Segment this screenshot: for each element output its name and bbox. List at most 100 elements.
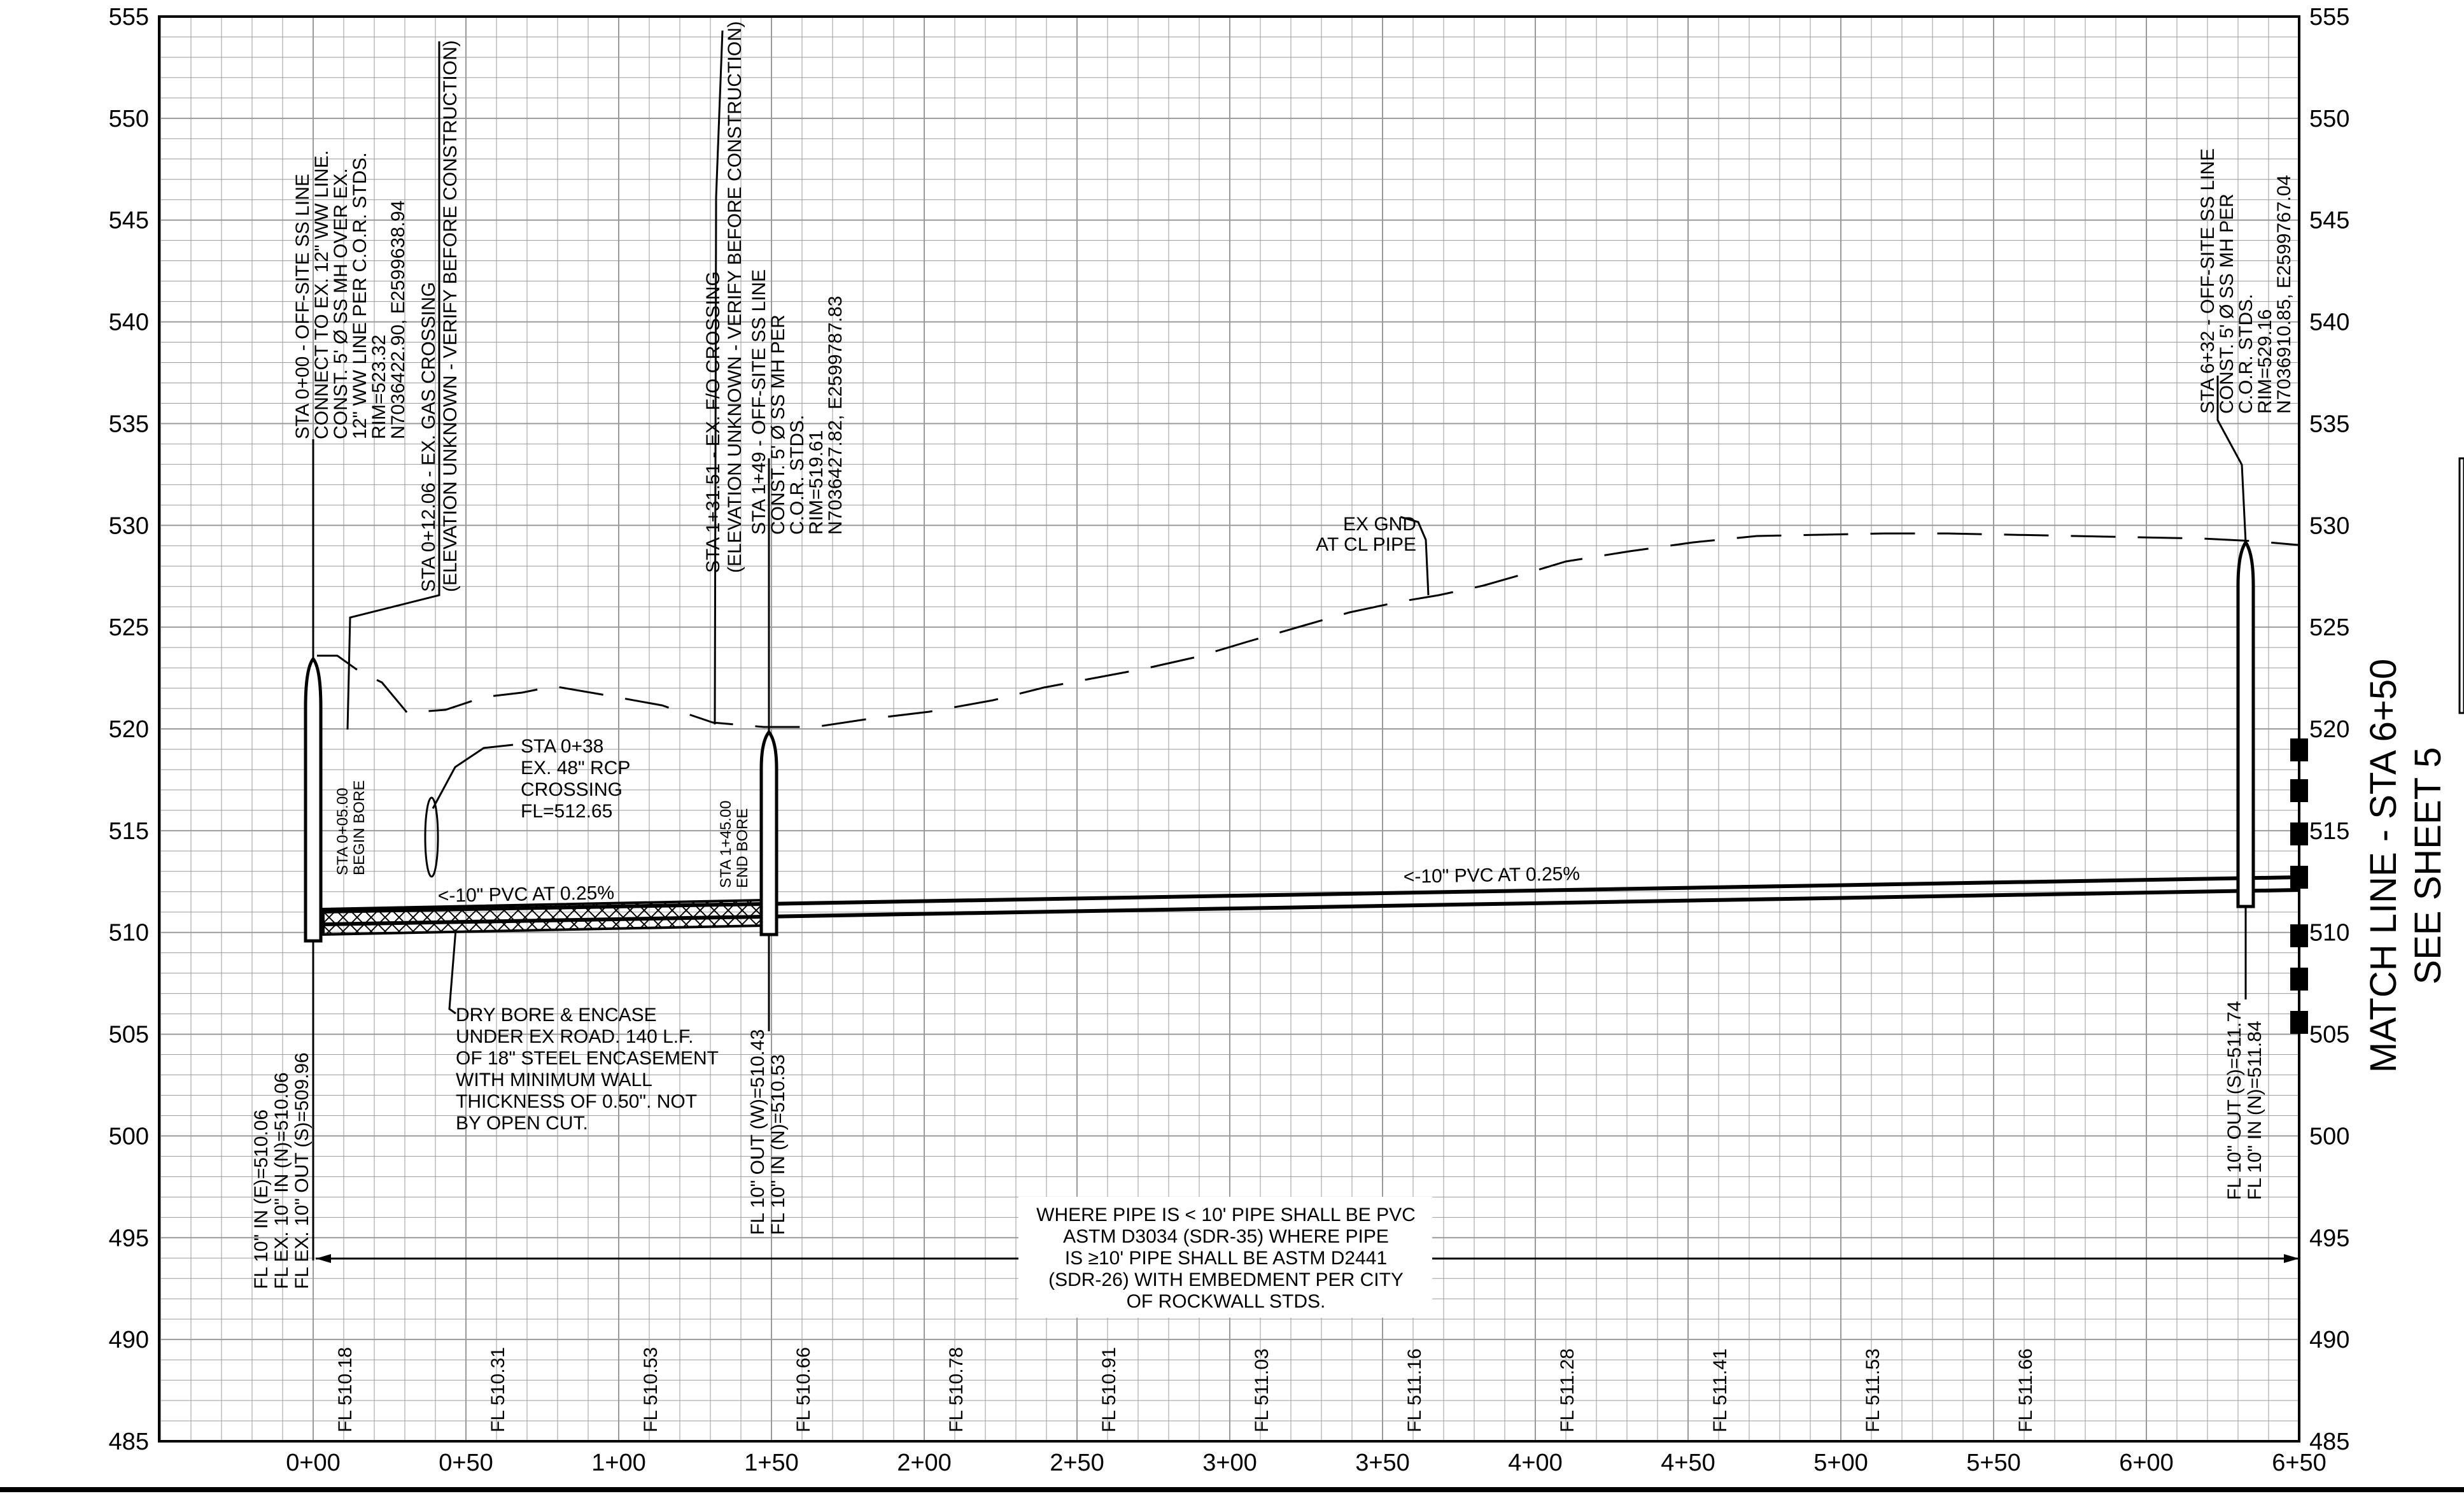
manhole-sta-1-49 <box>759 729 778 936</box>
flowline-label: FL 511.28 <box>1557 1348 1578 1432</box>
note-rcp-line4: FL=512.65 <box>521 801 612 822</box>
note-mh2-line1: STA 1+49 - OFF-SITE SS LINE <box>749 269 770 535</box>
station-label: 3+00 <box>1202 1450 1257 1476</box>
note-begin-bore-line2: BEGIN BORE <box>351 780 368 875</box>
station-label: 6+00 <box>2119 1450 2174 1476</box>
note-pipe-spec-line3: IS ≥10' PIPE SHALL BE ASTM D2441 <box>1065 1248 1387 1269</box>
elevation-label-left: 520 <box>109 716 149 743</box>
note-mh1-line5: RIM=523.32 <box>369 335 390 439</box>
elevation-label-right: 530 <box>2309 512 2349 539</box>
station-label: 5+00 <box>1813 1450 1868 1476</box>
station-label: 5+50 <box>1966 1450 2021 1476</box>
note-fo-line2: (ELEVATION UNKNOWN - VERIFY BEFORE CONST… <box>724 21 745 573</box>
sewer-pipe-top <box>323 875 2299 914</box>
note-mh1-line2: CONNECT TO EX. 12" WW LINE. <box>311 150 332 439</box>
elevation-label-right: 505 <box>2309 1022 2349 1048</box>
note-mh3-line5: N7036910.85, E2599767.04 <box>2274 175 2295 414</box>
elevation-label-right: 520 <box>2309 716 2349 743</box>
elevation-label-right: 495 <box>2309 1225 2349 1252</box>
elevation-label-left: 530 <box>109 512 149 539</box>
note-fl-mh2-line2: FL 10" IN (N)=510.53 <box>768 1054 789 1235</box>
note-ex-gnd-line1: EX GND <box>1343 514 1416 535</box>
station-label: 3+50 <box>1355 1450 1410 1476</box>
flowline-label: FL 510.78 <box>946 1347 967 1432</box>
elevation-label-right: 550 <box>2309 106 2349 132</box>
note-pipe-spec-line2: ASTM D3034 (SDR-35) WHERE PIPE <box>1063 1226 1389 1247</box>
elevation-label-left: 515 <box>109 818 149 845</box>
elevation-label-right: 490 <box>2309 1327 2349 1353</box>
elevation-label-right: 535 <box>2309 411 2349 437</box>
sewer-pipe-bottom <box>323 888 2299 926</box>
elevation-labels-left: 555 550 545 540 535 530 525 520 515 510 505 500 495 4… <box>109 4 149 1455</box>
note-rcp-line3: CROSSING <box>521 779 623 800</box>
flowline-label: FL 510.31 <box>488 1347 509 1432</box>
elevation-label-left: 540 <box>109 309 149 336</box>
note-mh1-line3: CONST. 5' Ø SS MH OVER EX. <box>330 168 351 439</box>
elevation-label-left: 505 <box>109 1022 149 1048</box>
flowline-label: FL 510.53 <box>640 1347 661 1432</box>
elevation-label-left: 510 <box>109 920 149 947</box>
manhole-sta-6-32 <box>2236 539 2255 908</box>
note-fl-mh2-line1: FL 10" OUT (W)=510.43 <box>747 1029 768 1235</box>
flowline-label: FL 511.41 <box>1710 1348 1731 1432</box>
elevation-label-left: 550 <box>109 106 149 132</box>
elevation-label-left: 545 <box>109 208 149 234</box>
flowline-label: FL 510.18 <box>335 1347 356 1432</box>
elevation-label-right: 515 <box>2309 818 2349 845</box>
note-fl-mh3-line1: FL 10" OUT (S)=511.74 <box>2224 1001 2245 1200</box>
rcp-crossing-ellipse <box>424 796 439 878</box>
note-gas-line2: (ELEVATION UNKNOWN - VERIFY BEFORE CONST… <box>440 40 461 592</box>
note-bore-line3: OF 18" STEEL ENCASEMENT <box>456 1048 719 1069</box>
note-ex-gnd-line2: AT CL PIPE <box>1316 534 1416 555</box>
note-bore-line6: BY OPEN CUT. <box>456 1113 588 1134</box>
station-label: 0+50 <box>439 1450 493 1476</box>
elevation-label-left: 490 <box>109 1327 149 1353</box>
station-label: 0+00 <box>286 1450 341 1476</box>
station-label: 2+00 <box>897 1450 952 1476</box>
note-mh2-line3: C.O.R. STDS. <box>787 415 808 535</box>
profile-frame <box>158 15 2300 1443</box>
note-fl-mh1-line3: FL EX. 10" OUT (S)=509.96 <box>292 1052 313 1289</box>
elevation-label-left: 555 <box>109 4 149 31</box>
station-label: 6+50 <box>2272 1450 2327 1476</box>
station-label: 4+00 <box>1508 1450 1563 1476</box>
note-mh1-line4: 12" WW LINE PER C.O.R. STDS. <box>349 152 370 439</box>
note-rcp-line2: EX. 48" RCP <box>521 758 630 779</box>
station-labels: 0+00 0+50 1+00 1+50 2+00 2+50 3+00 3+50 4+00 4+50… <box>286 1450 2327 1476</box>
elevation-label-right: 540 <box>2309 309 2349 336</box>
note-mh3-line3: C.O.R. STDS. <box>2235 294 2256 414</box>
flowline-label: FL 511.66 <box>2015 1348 2036 1432</box>
note-mh2-line5: N7036427.82, E2599787.83 <box>825 296 846 535</box>
elevation-label-left: 535 <box>109 411 149 437</box>
elevation-label-left: 485 <box>109 1429 149 1455</box>
note-begin-bore-line1: STA 0+05.00 <box>334 787 351 875</box>
dimension-arrow-right <box>2284 1254 2299 1263</box>
station-label: 4+50 <box>1661 1450 1715 1476</box>
note-mh1-line1: STA 0+00 - OFF-SITE SS LINE <box>292 174 313 439</box>
elevation-label-left: 525 <box>109 614 149 641</box>
elevation-label-right: 545 <box>2309 208 2349 234</box>
match-line-title: MATCH LINE - STA 6+50 <box>2363 659 2404 1073</box>
manhole-sta-0-00 <box>304 656 323 943</box>
note-fl-mh1-line2: FL EX. 10" IN (N)=510.06 <box>271 1072 292 1289</box>
note-pipe-slope-2: <-10" PVC AT 0.25% <box>1404 863 1580 887</box>
match-line-subtitle: SEE SHEET 5 <box>2407 747 2449 985</box>
note-pipe-spec-line4: (SDR-26) WITH EMBEDMENT PER CITY <box>1048 1269 1404 1290</box>
dimension-arrow-left <box>316 1254 331 1263</box>
flowline-label: FL 511.53 <box>1862 1348 1883 1432</box>
elevation-label-right: 555 <box>2309 4 2349 31</box>
note-fl-mh3-line2: FL 10" IN (N)=511.84 <box>2244 1020 2265 1200</box>
existing-ground-line <box>317 532 2299 728</box>
note-mh2-line2: CONST. 5' Ø SS MH PER <box>768 314 789 535</box>
note-mh3-line1: STA 6+32 - OFF-SITE SS LINE <box>2197 148 2218 414</box>
flowline-label: FL 511.03 <box>1251 1348 1272 1432</box>
note-mh2-line4: RIM=519.61 <box>806 430 827 535</box>
note-bore-line5: THICKNESS OF 0.50". NOT <box>456 1091 697 1112</box>
station-label: 1+00 <box>591 1450 646 1476</box>
elevation-label-left: 500 <box>109 1123 149 1150</box>
station-label: 2+50 <box>1050 1450 1104 1476</box>
note-gas-line1: STA 0+12.06 - EX. GAS CROSSING <box>418 282 439 592</box>
note-pipe-spec-line1: WHERE PIPE IS < 10' PIPE SHALL BE PVC <box>1036 1204 1416 1225</box>
elevation-label-right: 525 <box>2309 614 2349 641</box>
